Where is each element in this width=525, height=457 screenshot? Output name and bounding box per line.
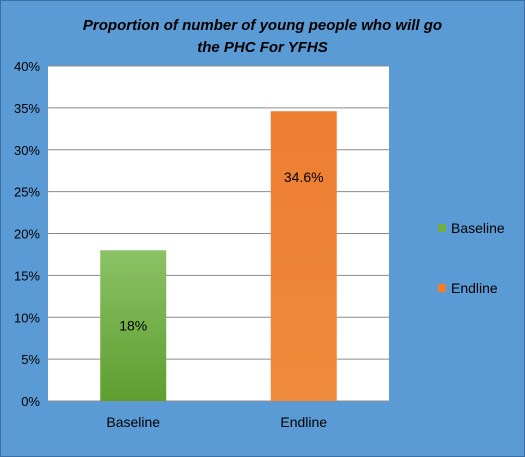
- legend-swatch-endline: [438, 284, 446, 292]
- y-tick-label: 30%: [14, 143, 40, 158]
- x-tick-label: Baseline: [106, 414, 160, 430]
- bar-baseline: [100, 250, 167, 401]
- y-tick-label: 35%: [14, 101, 40, 116]
- legend-label-baseline: Baseline: [451, 220, 505, 236]
- chart-title-line-2: the PHC For YFHS: [197, 39, 328, 56]
- chart-title-line-1: Proportion of number of young people who…: [82, 17, 443, 34]
- legend-label-endline: Endline: [451, 280, 498, 296]
- data-label-baseline: 18%: [119, 318, 147, 334]
- y-tick-label: 0%: [21, 394, 40, 409]
- y-tick-label: 15%: [14, 268, 40, 283]
- legend-item-baseline: Baseline: [438, 218, 505, 238]
- legend-item-endline: Endline: [438, 278, 505, 298]
- y-tick-label: 40%: [14, 59, 40, 74]
- y-tick-label: 10%: [14, 310, 40, 325]
- y-tick-label: 5%: [21, 352, 40, 367]
- y-tick-label: 20%: [14, 227, 40, 242]
- legend-swatch-baseline: [438, 224, 446, 232]
- data-label-endline: 34.6%: [284, 169, 324, 185]
- bar-endline: [270, 111, 337, 401]
- chart-title: Proportion of number of young people who…: [1, 15, 524, 59]
- x-tick-label: Endline: [280, 414, 327, 430]
- legend: Baseline Endline: [438, 218, 505, 338]
- y-tick-label: 25%: [14, 185, 40, 200]
